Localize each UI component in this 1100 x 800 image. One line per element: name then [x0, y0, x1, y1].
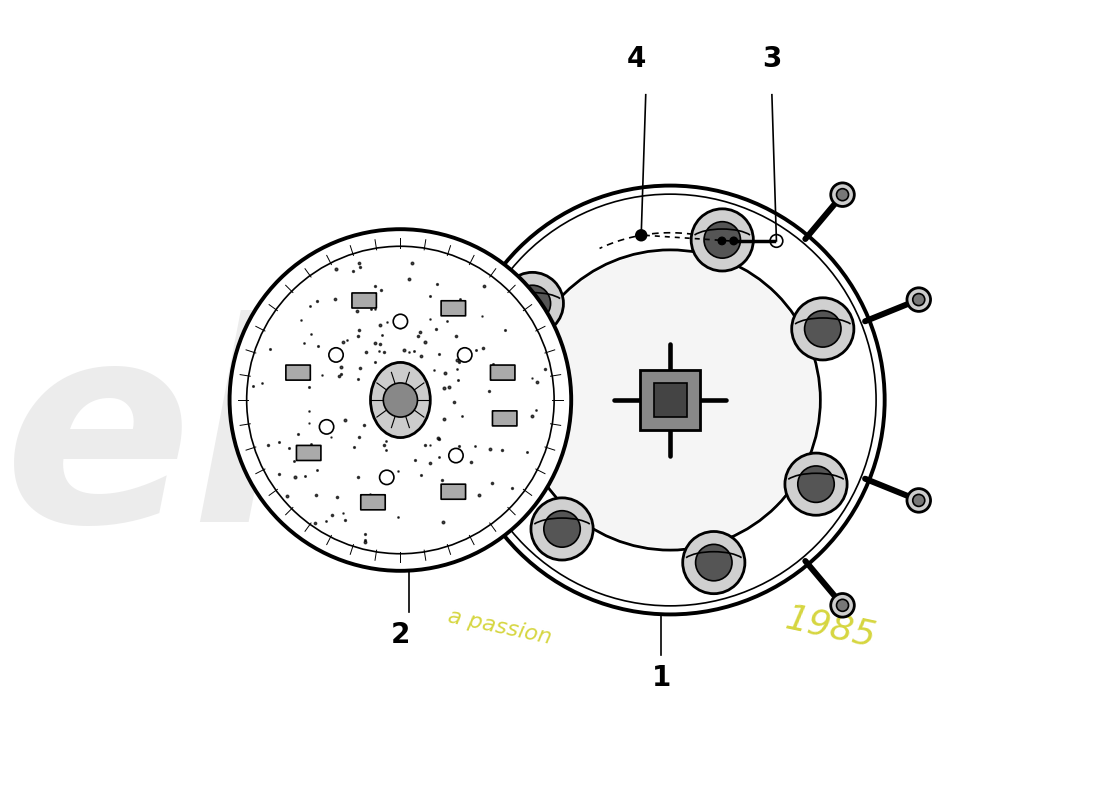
Circle shape	[455, 186, 884, 614]
Text: 2: 2	[390, 621, 410, 649]
Circle shape	[830, 594, 855, 617]
Circle shape	[683, 531, 745, 594]
Circle shape	[531, 498, 593, 560]
FancyBboxPatch shape	[361, 494, 385, 510]
Circle shape	[230, 229, 571, 571]
Circle shape	[520, 250, 821, 550]
FancyBboxPatch shape	[441, 301, 465, 316]
Text: 4: 4	[627, 45, 647, 73]
Circle shape	[383, 383, 418, 417]
Circle shape	[913, 494, 925, 506]
Circle shape	[522, 252, 818, 548]
Circle shape	[908, 288, 931, 311]
FancyBboxPatch shape	[493, 411, 517, 426]
Circle shape	[836, 189, 848, 201]
Circle shape	[718, 237, 726, 245]
Circle shape	[636, 230, 647, 241]
Text: a passion: a passion	[446, 606, 553, 648]
FancyBboxPatch shape	[640, 370, 701, 430]
Circle shape	[695, 544, 732, 581]
Circle shape	[514, 286, 551, 322]
Circle shape	[830, 183, 855, 206]
Circle shape	[379, 470, 394, 485]
FancyBboxPatch shape	[653, 383, 686, 417]
Circle shape	[319, 420, 333, 434]
Circle shape	[804, 310, 842, 347]
FancyBboxPatch shape	[352, 293, 376, 308]
Circle shape	[543, 510, 581, 547]
Circle shape	[691, 209, 754, 271]
Circle shape	[329, 348, 343, 362]
Circle shape	[449, 448, 463, 462]
Ellipse shape	[371, 362, 430, 438]
Circle shape	[908, 489, 931, 512]
FancyBboxPatch shape	[491, 365, 515, 380]
Text: 3: 3	[762, 45, 782, 73]
Circle shape	[792, 298, 854, 360]
Circle shape	[458, 348, 472, 362]
Circle shape	[913, 294, 925, 306]
Circle shape	[704, 222, 740, 258]
Circle shape	[785, 453, 847, 515]
Circle shape	[798, 466, 834, 502]
FancyBboxPatch shape	[296, 446, 321, 461]
Circle shape	[502, 272, 563, 334]
Text: el: el	[4, 310, 288, 581]
Circle shape	[836, 599, 848, 611]
Text: 1: 1	[651, 664, 671, 692]
Circle shape	[393, 314, 408, 329]
FancyBboxPatch shape	[286, 365, 310, 380]
Circle shape	[730, 238, 737, 245]
Text: 1985: 1985	[782, 601, 879, 654]
FancyBboxPatch shape	[441, 484, 465, 499]
